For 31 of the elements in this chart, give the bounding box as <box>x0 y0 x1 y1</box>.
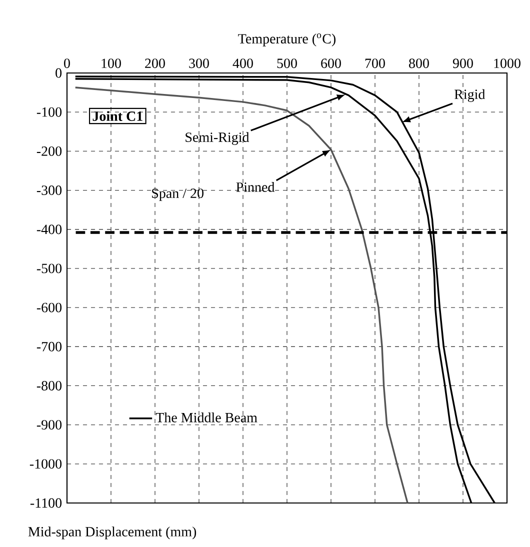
x-tick-label: 300 <box>189 58 209 68</box>
x-tick-label: 700 <box>365 58 385 68</box>
annotation: Semi-Rigid <box>186 132 250 145</box>
x-tick-label: 400 <box>232 58 253 68</box>
y-tick-label: -800 <box>36 381 62 390</box>
y-tick-label: -600 <box>36 302 62 312</box>
y-tick-label: -1100 <box>30 498 62 508</box>
x-tick-label: 1000 <box>494 58 520 68</box>
annotation: Joint C1 <box>92 111 142 121</box>
y-tick-label: -900 <box>36 420 62 430</box>
y-tick-label: -400 <box>36 224 62 234</box>
y-tick-label: -300 <box>36 186 62 196</box>
x-tick-label: 200 <box>145 58 165 68</box>
x-axis-title: Temperature ($^{o}$C) <box>238 33 336 46</box>
x-tick-label: 100 <box>102 58 121 68</box>
annotation: Pinned <box>236 182 275 192</box>
legend-label: The Middle Beam <box>156 412 258 422</box>
annotation: Rigid <box>454 89 486 102</box>
y-tick-label: -500 <box>36 264 62 274</box>
x-tick-label: 900 <box>452 58 473 68</box>
x-tick-label: 600 <box>321 58 341 68</box>
y-tick-label: -700 <box>36 342 62 352</box>
y-tick-label: -100 <box>36 107 62 117</box>
ref-line-label: Span / 20 <box>152 188 204 201</box>
y-tick-label: -1000 <box>30 459 62 469</box>
x-tick-label: 0 <box>64 58 70 68</box>
y-tick-label: 0 <box>56 68 62 78</box>
y-tick-label: -200 <box>36 146 62 156</box>
x-tick-label: 500 <box>277 58 297 68</box>
y-axis-title: Mid-span Displacement (mm) <box>28 526 196 540</box>
x-tick-label: 800 <box>409 58 429 68</box>
